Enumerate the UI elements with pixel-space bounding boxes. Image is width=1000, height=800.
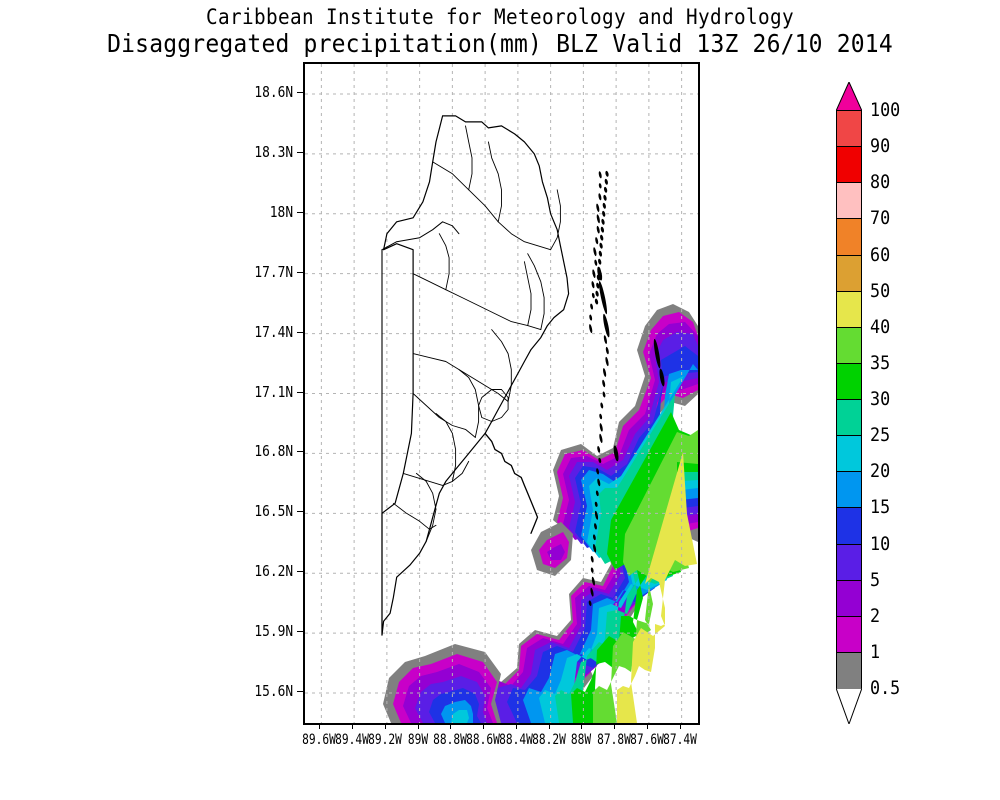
colorbar-tick-label: 100 xyxy=(870,101,900,120)
latitude-tick-label: 17.1N xyxy=(254,385,293,400)
coastline-and-borders xyxy=(305,64,698,723)
colorbar-band xyxy=(836,616,862,653)
colorbar-band xyxy=(836,580,862,617)
colorbar-tick-label: 0.5 xyxy=(870,679,900,698)
colorbar-tick-label: 90 xyxy=(870,137,890,156)
colorbar-tick-label: 1 xyxy=(870,643,880,662)
colorbar-tick-label: 5 xyxy=(870,571,880,590)
colorbar-band xyxy=(836,327,862,364)
colorbar-over-arrow xyxy=(836,82,862,111)
colorbar-tick-label: 70 xyxy=(870,209,890,228)
colorbar-band xyxy=(836,544,862,581)
colorbar-band xyxy=(836,146,862,183)
longitude-tick-mark xyxy=(614,723,615,729)
latitude-tick-label: 18.6N xyxy=(254,85,293,100)
colorbar-tick-label: 20 xyxy=(870,462,890,481)
longitude-tick-mark xyxy=(450,723,451,729)
colorbar-band xyxy=(836,507,862,544)
colorbar-tick-label: 50 xyxy=(870,282,890,301)
longitude-tick-mark xyxy=(516,723,517,729)
colorbar-tick-label: 40 xyxy=(870,318,890,337)
colorbar-tick-label: 30 xyxy=(870,390,890,409)
colorbar-tick-label: 15 xyxy=(870,498,890,517)
longitude-tick-mark xyxy=(680,723,681,729)
precipitation-map-figure: Caribbean Institute for Meteorology and … xyxy=(0,0,1000,800)
colorbar-band xyxy=(836,182,862,219)
latitude-tick-label: 15.9N xyxy=(254,624,293,639)
colorbar-tick-label: 80 xyxy=(870,173,890,192)
colorbar-tick-label: 2 xyxy=(870,607,880,626)
latitude-tick-label: 18.3N xyxy=(254,145,293,160)
colorbar xyxy=(836,110,862,688)
figure-title-block: Caribbean Institute for Meteorology and … xyxy=(0,6,1000,57)
longitude-tick-mark xyxy=(483,723,484,729)
latitude-tick-label: 16.8N xyxy=(254,444,293,459)
map-plot-area xyxy=(303,62,700,725)
latitude-tick-label: 16.2N xyxy=(254,564,293,579)
longitude-tick-mark xyxy=(549,723,550,729)
longitude-tick-mark xyxy=(581,723,582,729)
longitude-tick-mark xyxy=(385,723,386,729)
colorbar-band xyxy=(836,399,862,436)
colorbar-tick-label: 60 xyxy=(870,246,890,265)
colorbar-tick-label: 10 xyxy=(870,535,890,554)
latitude-tick-label: 16.5N xyxy=(254,504,293,519)
institute-title: Caribbean Institute for Meteorology and … xyxy=(40,6,960,29)
latitude-tick-label: 17.7N xyxy=(254,265,293,280)
longitude-tick-mark xyxy=(319,723,320,729)
colorbar-tick-label: 25 xyxy=(870,426,890,445)
colorbar-tick-label: 35 xyxy=(870,354,890,373)
longitude-tick-mark xyxy=(647,723,648,729)
figure-subtitle: Disaggregated precipitation(mm) BLZ Vali… xyxy=(40,30,960,57)
colorbar-band xyxy=(836,435,862,472)
colorbar-band xyxy=(836,291,862,328)
colorbar-band xyxy=(836,471,862,508)
longitude-tick-mark xyxy=(418,723,419,729)
colorbar-band xyxy=(836,363,862,400)
colorbar-band xyxy=(836,110,862,147)
latitude-tick-label: 17.4N xyxy=(254,325,293,340)
longitude-tick-mark xyxy=(352,723,353,729)
longitude-tick-label: 87.4W xyxy=(654,733,705,747)
latitude-tick-label: 15.6N xyxy=(254,684,293,699)
colorbar-band xyxy=(836,218,862,255)
latitude-tick-label: 18N xyxy=(270,205,293,220)
colorbar-band xyxy=(836,255,862,292)
colorbar-under-arrow xyxy=(836,688,862,724)
colorbar-band xyxy=(836,652,862,689)
